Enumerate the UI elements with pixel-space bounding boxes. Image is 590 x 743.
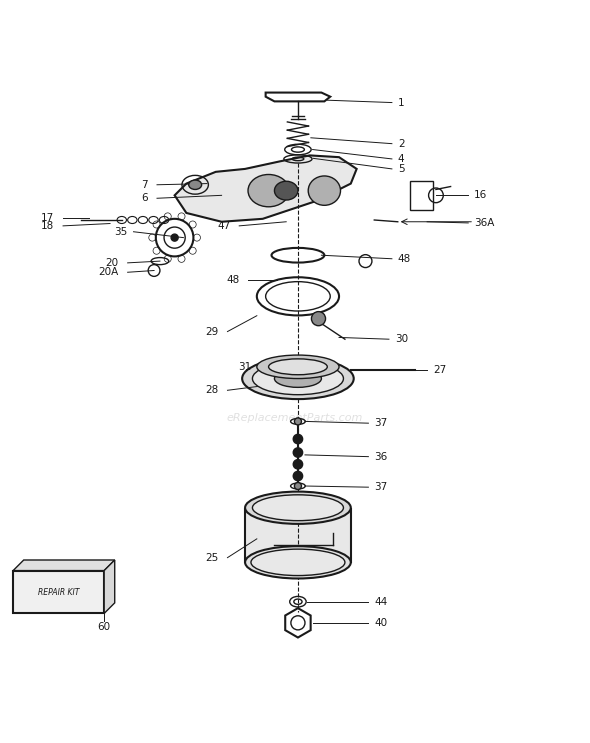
Polygon shape: [104, 560, 114, 614]
Polygon shape: [246, 510, 350, 562]
Text: 7: 7: [142, 180, 148, 189]
Circle shape: [293, 471, 303, 481]
Text: eReplacementParts.com: eReplacementParts.com: [227, 413, 363, 424]
Text: 25: 25: [205, 553, 219, 562]
Text: 47: 47: [217, 221, 231, 231]
Text: 20: 20: [106, 258, 119, 268]
Text: 35: 35: [114, 227, 127, 237]
Ellipse shape: [268, 359, 327, 374]
Text: 36A: 36A: [474, 218, 494, 228]
Ellipse shape: [274, 181, 298, 200]
Ellipse shape: [189, 180, 202, 189]
Text: 48: 48: [226, 276, 239, 285]
Text: 16: 16: [474, 190, 487, 201]
Text: 5: 5: [398, 164, 404, 174]
Text: 27: 27: [433, 365, 446, 374]
Ellipse shape: [248, 175, 289, 207]
Text: REPAIR KIT: REPAIR KIT: [38, 588, 79, 597]
Ellipse shape: [245, 546, 351, 579]
Ellipse shape: [251, 549, 345, 576]
Ellipse shape: [308, 176, 340, 205]
Bar: [409, 181, 433, 210]
Text: 17: 17: [41, 212, 54, 223]
Text: 1: 1: [398, 97, 404, 108]
Text: 4: 4: [398, 154, 404, 164]
Polygon shape: [13, 560, 114, 571]
Circle shape: [293, 460, 303, 469]
Polygon shape: [175, 155, 357, 221]
Text: 2: 2: [398, 139, 404, 149]
Text: 48: 48: [398, 254, 411, 264]
Ellipse shape: [253, 495, 343, 521]
Ellipse shape: [253, 363, 343, 395]
Text: 20A: 20A: [99, 267, 119, 277]
Circle shape: [293, 448, 303, 457]
Text: 36: 36: [374, 452, 388, 461]
Circle shape: [171, 234, 178, 241]
Ellipse shape: [274, 370, 322, 387]
Ellipse shape: [257, 355, 339, 378]
Text: 44: 44: [374, 597, 388, 607]
Circle shape: [294, 482, 301, 490]
Text: 18: 18: [41, 221, 54, 231]
Text: 31: 31: [238, 362, 251, 372]
Ellipse shape: [245, 492, 351, 524]
Text: 60: 60: [97, 622, 111, 632]
Circle shape: [312, 311, 326, 325]
Text: 29: 29: [205, 327, 219, 337]
Bar: [13, 571, 104, 614]
Circle shape: [293, 435, 303, 444]
Text: 6: 6: [142, 193, 148, 204]
Text: 37: 37: [374, 418, 388, 428]
Text: 37: 37: [374, 482, 388, 492]
Text: 28: 28: [205, 386, 219, 395]
Text: 30: 30: [395, 334, 408, 344]
Text: 40: 40: [374, 618, 388, 628]
Ellipse shape: [242, 358, 354, 399]
Circle shape: [294, 418, 301, 425]
